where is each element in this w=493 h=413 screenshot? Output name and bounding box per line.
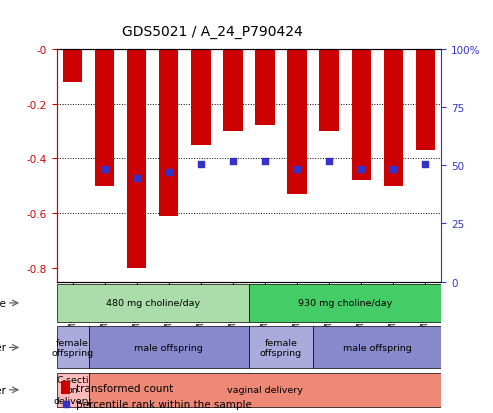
Text: C-secti
on
delivery: C-secti on delivery bbox=[54, 375, 92, 405]
Point bbox=[133, 175, 141, 181]
Bar bbox=[57, 327, 89, 368]
Text: dose: dose bbox=[0, 298, 7, 308]
Bar bbox=[57, 373, 89, 407]
Point bbox=[101, 166, 108, 173]
Bar bbox=[249, 327, 313, 368]
Point bbox=[261, 159, 269, 165]
Bar bbox=[159, 50, 178, 216]
Bar bbox=[57, 284, 249, 322]
Bar bbox=[223, 50, 243, 132]
Text: transformed count: transformed count bbox=[76, 383, 173, 393]
Bar bbox=[191, 50, 211, 145]
Point bbox=[165, 169, 173, 176]
Text: male offspring: male offspring bbox=[343, 343, 412, 352]
Point bbox=[357, 166, 365, 173]
Text: gender: gender bbox=[0, 343, 7, 353]
Bar bbox=[63, 50, 82, 82]
Bar bbox=[416, 50, 435, 151]
Bar bbox=[95, 50, 114, 186]
Text: 930 mg choline/day: 930 mg choline/day bbox=[298, 299, 392, 308]
Text: other: other bbox=[0, 385, 7, 395]
Point bbox=[293, 166, 301, 173]
Text: percentile rank within the sample: percentile rank within the sample bbox=[76, 399, 252, 409]
Text: 480 mg choline/day: 480 mg choline/day bbox=[106, 299, 200, 308]
Text: male offspring: male offspring bbox=[135, 343, 203, 352]
Bar bbox=[127, 50, 146, 268]
Text: GDS5021 / A_24_P790424: GDS5021 / A_24_P790424 bbox=[122, 25, 302, 39]
Bar bbox=[249, 284, 441, 322]
Text: female
offspring: female offspring bbox=[52, 338, 94, 357]
Bar bbox=[352, 50, 371, 181]
Bar bbox=[287, 50, 307, 195]
Point bbox=[325, 159, 333, 165]
Point bbox=[389, 166, 397, 173]
Point bbox=[421, 161, 429, 168]
Text: vaginal delivery: vaginal delivery bbox=[227, 385, 303, 394]
Point bbox=[197, 161, 205, 168]
Bar bbox=[89, 327, 249, 368]
Bar bbox=[61, 382, 70, 394]
Bar bbox=[319, 50, 339, 132]
Bar bbox=[313, 327, 441, 368]
Text: female
offspring: female offspring bbox=[260, 338, 302, 357]
Bar bbox=[255, 50, 275, 126]
Bar bbox=[384, 50, 403, 186]
Point bbox=[325, 312, 333, 319]
Point bbox=[229, 159, 237, 165]
